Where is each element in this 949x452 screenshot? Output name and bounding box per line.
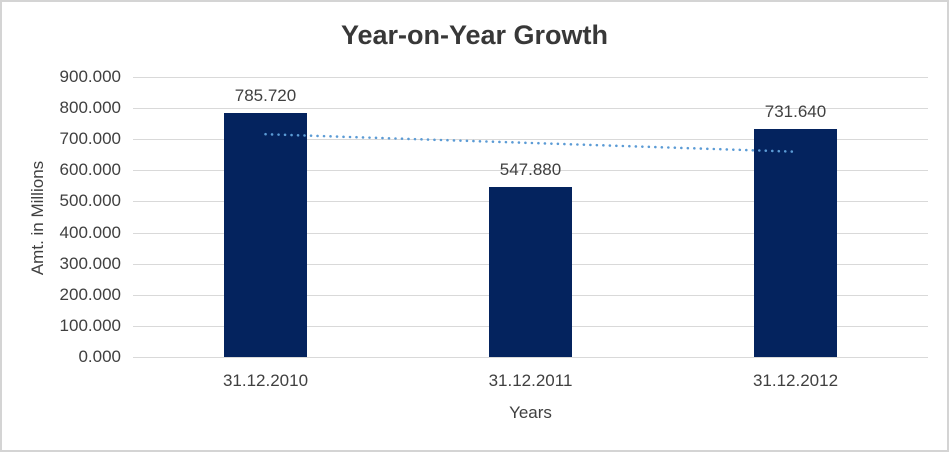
y-tick-label: 200.000: [59, 284, 121, 304]
bar: [224, 112, 307, 357]
bar: [489, 186, 572, 357]
y-tick-label: 100.000: [59, 315, 121, 335]
gridline: [133, 77, 928, 78]
y-tick-label: 600.000: [59, 160, 121, 180]
y-tick-label: 400.000: [59, 222, 121, 242]
x-tick-label: 31.12.2012: [752, 371, 839, 390]
gridline: [133, 108, 928, 110]
gridline: [133, 170, 928, 172]
x-tick-label: 31.12.2010: [222, 371, 309, 390]
bar: [754, 129, 837, 357]
y-tick-label: 800.000: [59, 98, 121, 118]
gridline: [133, 357, 928, 358]
y-tick-label: 300.000: [59, 253, 121, 273]
x-axis-title: Years: [509, 403, 552, 422]
y-tick-label: 0.000: [78, 347, 121, 366]
y-tick-label: 900.000: [59, 67, 121, 86]
y-tick-label: 500.000: [59, 191, 121, 211]
trendline: [264, 132, 797, 153]
bar-value-label: 731.640: [764, 102, 827, 122]
chart-title: Year-on-Year Growth: [340, 20, 609, 50]
bar-value-label: 785.720: [234, 85, 297, 105]
plot-area: 785.720 547.880 731.640: [133, 77, 928, 358]
x-tick-label: 31.12.2011: [488, 371, 573, 390]
y-tick-label: 700.000: [59, 129, 121, 149]
bar-value-label: 547.880: [499, 159, 562, 179]
